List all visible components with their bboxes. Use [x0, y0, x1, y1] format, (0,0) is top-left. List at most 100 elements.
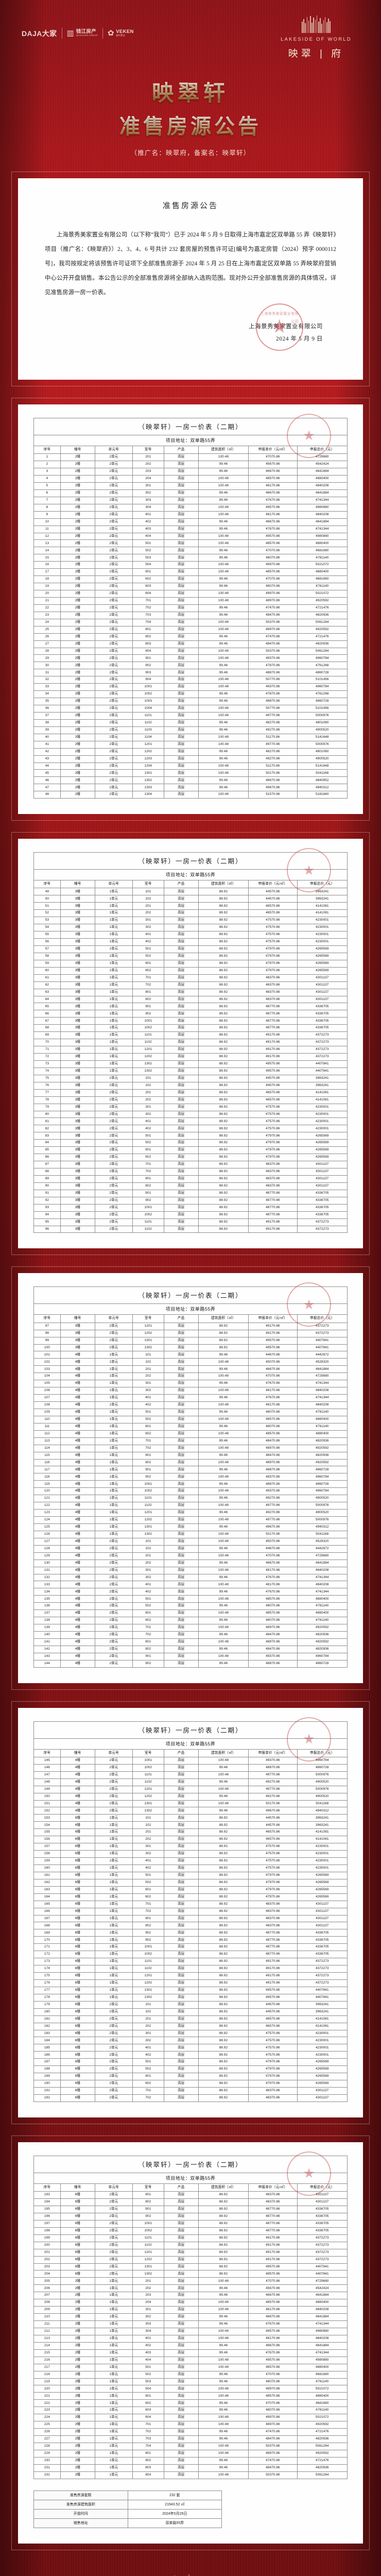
cell-c-room: 401: [132, 511, 164, 519]
table-row: 1 2幢 2单元 201 高层 100.48 47070.86 4729680: [33, 453, 348, 462]
cell-c-unit: 1单元: [94, 2399, 133, 2408]
cell-c-room: 201: [132, 2015, 164, 2023]
cell-c-area: 88.92: [198, 1993, 249, 2002]
cell-c-no: 57: [33, 945, 61, 953]
cell-c-bld: 6幢: [60, 2022, 95, 2030]
cell-c-tot: 4372273: [297, 2241, 348, 2249]
cell-c-tot: 4980880: [297, 503, 348, 512]
cell-c-up: 47570.86: [248, 2051, 298, 2059]
qianjiang-logo: ▥ 钱江房产 QIANJIANG GROUP: [67, 29, 98, 37]
cell-c-area: 88.92: [198, 1089, 249, 1097]
cell-c-tot: 4741344: [297, 1573, 348, 1582]
cell-c-room: 102: [132, 1545, 164, 1553]
cell-c-up: 48370.86: [248, 1907, 298, 1916]
table-row: 22 2幢 2单元 702 高层 99.46 47470.86 4721476: [33, 604, 348, 612]
cell-c-unit: 1单元: [94, 1031, 133, 1040]
cell-c-bld: 6幢: [60, 2227, 95, 2235]
cell-c-no: 138: [33, 1617, 61, 1625]
summary-value: 双单路55弄: [127, 2518, 222, 2528]
cell-c-up: 49970.86: [248, 2385, 298, 2393]
cell-c-tot: 4781140: [297, 2378, 348, 2386]
cell-c-no: 164: [33, 1893, 61, 1901]
cell-c-room: 801: [132, 1914, 164, 1923]
cell-c-no: 192: [33, 2094, 61, 2102]
price-table-frame: ★ （映翠轩）一房一价表（二期） 项目地址：双单路55弄 序号 幢号 单元号 室号 产品 建筑面…: [11, 397, 370, 821]
cell-c-up: 49770.86: [248, 1771, 298, 1779]
cell-c-tot: 4820936: [297, 2464, 348, 2472]
table-row: 78 3幢 2单元 202 高层 88.92 46570.86 4141081: [33, 1096, 348, 1104]
cell-c-prod: 高层: [163, 1473, 199, 1481]
cell-c-no: 92: [33, 1196, 61, 1205]
cell-c-unit: 2单元: [94, 2051, 133, 2059]
table-row: 139 4幢 2单元 701 高层 100.48 48970.86 4920592: [33, 1624, 348, 1632]
cell-c-no: 11: [33, 525, 61, 533]
cell-c-prod: 高层: [163, 1444, 199, 1452]
cell-c-no: 27: [33, 640, 61, 648]
cell-c-unit: 2单元: [94, 1196, 133, 1205]
cell-c-area: 99.46: [198, 669, 249, 677]
cell-c-no: 79: [33, 1103, 61, 1111]
cell-c-bld: 4幢: [60, 1807, 95, 1815]
cell-c-prod: 高层: [163, 2284, 199, 2293]
cell-c-room: 401: [132, 1394, 164, 1402]
cell-c-up: 47070.86: [248, 2399, 298, 2408]
cell-c-tot: 4880400: [297, 568, 348, 577]
cell-c-no: 41: [33, 740, 61, 749]
cell-c-bld: 4幢: [60, 1351, 95, 1359]
cell-c-up: 47570.86: [248, 2029, 298, 2038]
cell-c-no: 152: [33, 1807, 61, 1815]
cell-c-prod: 高层: [163, 959, 199, 968]
cell-c-area: 99.46: [198, 2284, 249, 2293]
column-header-5: 建筑面积（㎡）: [198, 1314, 249, 1323]
cell-c-bld: 2幢: [60, 705, 95, 713]
cell-c-area: 88.92: [198, 1154, 249, 1162]
cell-c-tot: 4301137: [297, 1175, 348, 1183]
cell-c-bld: 4幢: [60, 1588, 95, 1596]
table-row: 88 3幢 2单元 702 高层 88.92 48370.86 4301137: [33, 1168, 348, 1176]
table-row: 167 6幢 1单元 801 高层 88.92 48370.86 4301137: [33, 1914, 348, 1923]
cell-c-bld: 6幢: [60, 2094, 95, 2102]
cell-c-unit: 2单元: [94, 461, 133, 469]
price-table-address: 项目地址：双单路55弄: [33, 1738, 348, 1750]
cell-c-area: 99.46: [198, 2378, 249, 2386]
cell-c-room: 1001: [132, 683, 164, 691]
cell-c-no: 199: [33, 2234, 61, 2242]
cell-c-area: 88.92: [198, 988, 249, 996]
cell-c-unit: 2单元: [94, 496, 133, 504]
cell-c-area: 99.46: [198, 2342, 249, 2350]
table-row: 71 3幢 1单元 1201 高层 88.92 49170.86 4372273: [33, 1046, 348, 1054]
cell-c-unit: 1单元: [94, 1922, 133, 1930]
cell-c-prod: 高层: [163, 1771, 199, 1779]
cell-c-prod: 高层: [163, 568, 199, 577]
cell-c-no: 177: [33, 1986, 61, 1994]
cell-c-room: 1102: [132, 2241, 164, 2249]
cell-c-no: 120: [33, 1487, 61, 1496]
cell-c-bld: 2幢: [60, 2414, 95, 2422]
cell-c-tot: 3963241: [297, 1814, 348, 1822]
cell-c-room: 404: [132, 532, 164, 540]
cell-c-prod: 高层: [163, 698, 199, 706]
cell-c-room: 204: [132, 475, 164, 483]
cell-c-tot: 4960784: [297, 1487, 348, 1496]
cell-c-up: 47970.86: [248, 967, 298, 975]
cell-c-bld: 2幢: [60, 525, 95, 533]
cell-c-area: 100.48: [198, 482, 249, 490]
table-row: 60 3幢 1单元 602 高层 88.92 47970.86 4265569: [33, 967, 348, 975]
cell-c-unit: 2单元: [94, 2219, 133, 2228]
cell-c-prod: 高层: [163, 583, 199, 591]
cell-c-room: 304: [132, 503, 164, 512]
cell-c-bld: 3幢: [60, 952, 95, 960]
cell-c-prod: 高层: [163, 1096, 199, 1104]
cell-c-tot: 4336705: [297, 1024, 348, 1032]
cell-c-prod: 高层: [163, 503, 199, 512]
cell-c-tot: 4265569: [297, 1154, 348, 1162]
cell-c-no: 208: [33, 2299, 61, 2307]
table-row: 32 2幢 2单元 904 高层 100.48 50770.86 5101456: [33, 676, 348, 684]
cell-c-bld: 6幢: [60, 2256, 95, 2264]
cell-c-prod: 高层: [163, 1566, 199, 1574]
cell-c-up: 49570.86: [248, 2270, 298, 2278]
cell-c-room: 1101: [132, 1218, 164, 1226]
cell-c-tot: 4960784: [297, 1756, 348, 1765]
cell-c-no: 126: [33, 1530, 61, 1538]
cell-c-bld: 3幢: [60, 1154, 95, 1162]
